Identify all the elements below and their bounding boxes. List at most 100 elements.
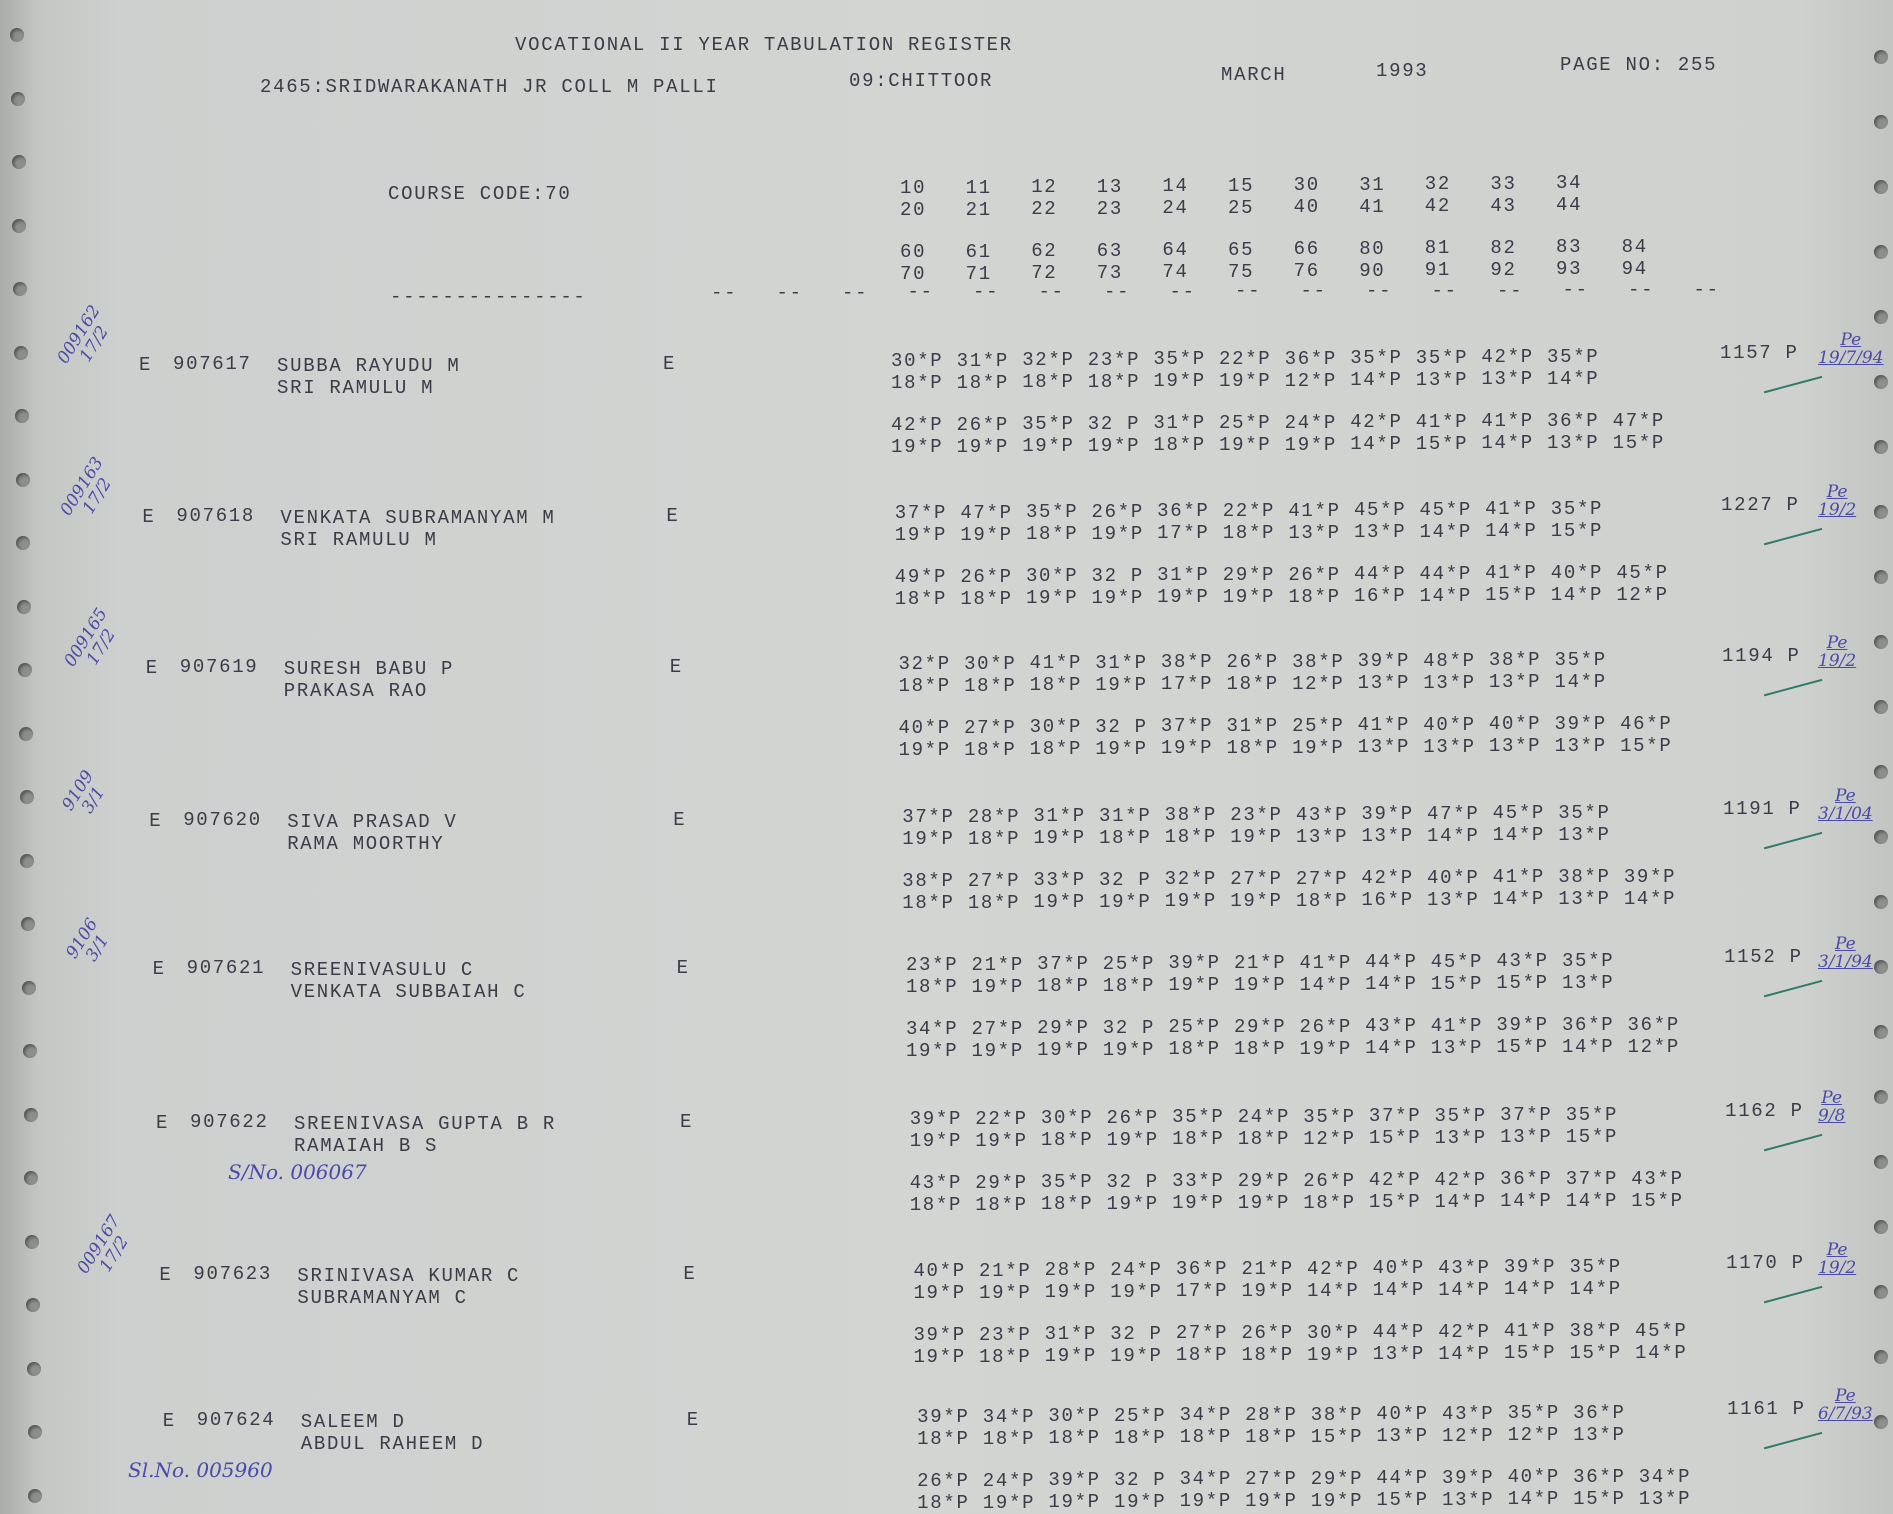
subject-mark: 18*P: [1040, 1129, 1094, 1152]
subject-mark: 18*P: [905, 976, 959, 998]
roll-number: 907620: [183, 809, 262, 831]
subject-mark: 36*P: [1547, 410, 1600, 432]
subject-mark: 25*P: [1113, 1404, 1167, 1427]
subject-code-header: 10: [900, 177, 927, 199]
subject-mark: 19*P: [1172, 1192, 1225, 1215]
subject-mark: 15*P: [1612, 431, 1666, 454]
subject-mark: 40*P: [1488, 713, 1542, 736]
header-dash: --: [1300, 280, 1327, 303]
student-prefix: E: [139, 354, 153, 376]
subject-mark: 19*P: [979, 1281, 1032, 1304]
subject-mark: 43*P: [1365, 1015, 1418, 1038]
subject-mark: 19*P: [902, 828, 955, 850]
subject-mark: 32 P: [1091, 564, 1144, 587]
subject-mark: 13*P: [1288, 521, 1341, 544]
subject-mark: 19*P: [1222, 586, 1276, 608]
subject-mark: 35*P: [1569, 1256, 1622, 1278]
father-name: SRI RAMULU M: [277, 377, 435, 399]
subject-mark: 15*P: [1485, 584, 1538, 607]
handwritten-note-right: Pe 3/1/04: [1818, 786, 1873, 824]
subject-mark: 44*P: [1353, 563, 1407, 586]
subject-mark: 19*P: [1044, 1281, 1098, 1304]
subject-mark: 41*P: [1357, 714, 1411, 737]
subject-mark: 18*P: [956, 371, 1010, 394]
subject-mark: 27*P: [1175, 1322, 1229, 1345]
subject-mark: 37*P: [1565, 1168, 1619, 1190]
subject-mark: 32 P: [1099, 868, 1152, 891]
subject-mark: 14*P: [1438, 1342, 1491, 1365]
grand-total: 1162 P: [1725, 1100, 1804, 1122]
subject-mark: 38*P: [902, 870, 955, 892]
subject-mark: 28*P: [1044, 1259, 1098, 1282]
punch-hole-right: [1874, 50, 1888, 64]
subject-mark: 42*P: [1307, 1257, 1360, 1280]
punch-hole-right: [1874, 1285, 1888, 1299]
father-name: ABDUL RAHEEM D: [300, 1433, 485, 1455]
subject-mark: 13*P: [1430, 1036, 1484, 1059]
subject-mark: 18*P: [960, 587, 1013, 610]
subject-mark: 19*P: [956, 435, 1010, 458]
subject-code-header: 84: [1621, 235, 1648, 258]
subject-mark: 18*P: [1029, 674, 1083, 697]
subject-mark: 30*P: [1025, 565, 1079, 588]
handwritten-note-left: 009163 17/2: [56, 453, 117, 520]
subject-code-header: 21: [965, 198, 992, 221]
subject-mark: 45*P: [1616, 561, 1669, 584]
father-name: SUBRAMANYAM C: [297, 1287, 468, 1309]
subject-mark: 35*P: [1507, 1402, 1560, 1425]
subject-mark: 40*P: [1427, 866, 1480, 889]
punch-hole-right: [1874, 245, 1888, 259]
subject-mark: 14*P: [1365, 1037, 1418, 1060]
subject-mark: 19*P: [1044, 1345, 1098, 1368]
subject-mark: 35*P: [1172, 1106, 1225, 1129]
subject-mark: 13*P: [1353, 521, 1407, 544]
subject-mark: 34*P: [1179, 1404, 1232, 1427]
subject-mark: 25*P: [1219, 412, 1272, 434]
subject-mark: 43*P: [1631, 1167, 1684, 1190]
subject-mark: 44*P: [1376, 1467, 1429, 1490]
subject-mark: 18*P: [1233, 1038, 1287, 1060]
subject-mark: 39*P: [1361, 803, 1414, 826]
subject-mark: 15*P: [1368, 1191, 1422, 1214]
subject-mark: 19*P: [1099, 890, 1152, 913]
subject-mark: 14*P: [1623, 887, 1677, 910]
header-dash: --: [1693, 279, 1720, 301]
subject-mark: 45*P: [1353, 499, 1407, 522]
subject-mark: 13*P: [1357, 736, 1411, 759]
student-prefix: E: [159, 1264, 173, 1286]
subject-mark: 24*P: [1237, 1106, 1291, 1128]
subject-mark: 18*P: [917, 1492, 970, 1514]
punch-hole-left: [21, 917, 36, 931]
subject-mark: 15*P: [1496, 1036, 1549, 1059]
subject-mark: 15*P: [1503, 1342, 1557, 1365]
subject-mark: 13*P: [1295, 825, 1349, 848]
subject-mark: 19*P: [1164, 890, 1218, 913]
subject-mark: 15*P: [1620, 734, 1673, 757]
grand-total: 1161 P: [1727, 1398, 1806, 1420]
subject-mark: 18*P: [909, 1194, 963, 1216]
subject-mark: 18*P: [1037, 975, 1090, 998]
header-dash: --: [1169, 280, 1196, 303]
medium: E: [683, 1263, 697, 1285]
subject-mark: 18*P: [898, 675, 951, 697]
subject-mark: 19*P: [1087, 434, 1141, 457]
subject-mark: 41*P: [1485, 498, 1538, 521]
subject-mark: 41*P: [1481, 410, 1534, 433]
subject-mark: 13*P: [1561, 972, 1615, 994]
subject-mark: 19*P: [909, 1130, 963, 1152]
subject-mark: 41*P: [1503, 1320, 1557, 1343]
medium: E: [676, 957, 690, 979]
subject-mark: 18*P: [964, 738, 1017, 761]
subject-mark: 28*P: [967, 805, 1021, 828]
subject-mark: 19*P: [982, 1491, 1036, 1514]
subject-mark: 42*P: [1350, 411, 1403, 434]
punch-hole-right: [1874, 310, 1888, 324]
subject-mark: 45*P: [1492, 802, 1546, 825]
subject-code-header: 60: [900, 241, 927, 263]
subject-mark: 19*P: [1157, 586, 1210, 609]
subject-mark: 15*P: [1573, 1488, 1626, 1510]
subject-mark: 44*P: [1419, 562, 1472, 585]
punch-hole-right: [1874, 1415, 1888, 1429]
subject-code-header: 33: [1490, 172, 1517, 195]
subject-mark: 32 P: [1102, 1016, 1156, 1039]
